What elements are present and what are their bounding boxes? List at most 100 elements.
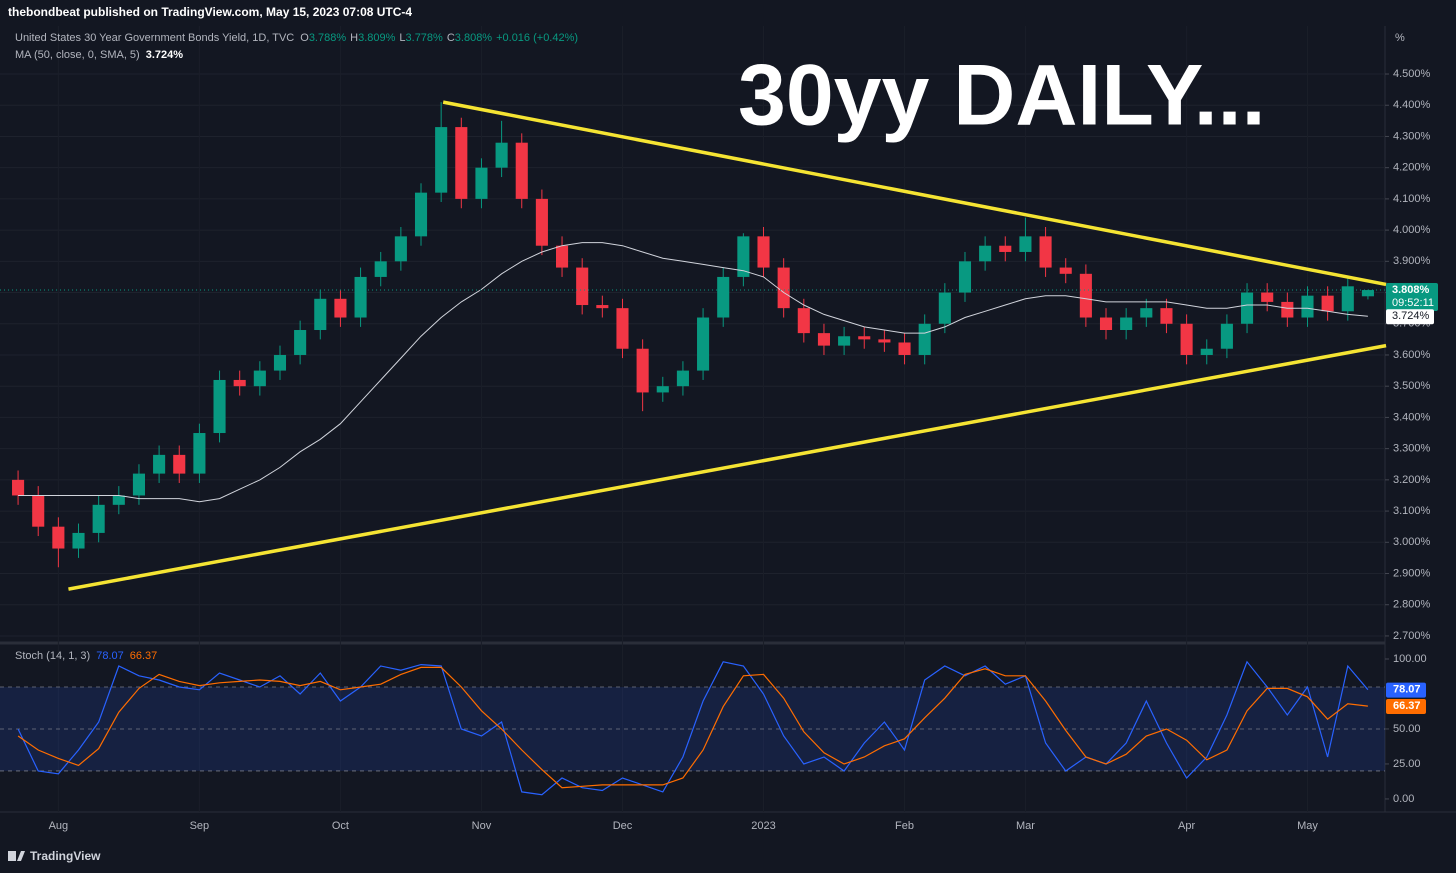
y-tick-label: 4.000% <box>1393 224 1431 236</box>
candle-body <box>72 532 85 549</box>
candle-body <box>1220 323 1233 349</box>
candle-body <box>455 127 468 199</box>
x-tick-label: Apr <box>1178 820 1195 832</box>
candle-body <box>414 192 428 237</box>
candle-body <box>1059 267 1072 274</box>
candle-body <box>737 236 750 277</box>
candle-body <box>797 308 810 334</box>
candle-body <box>757 236 770 268</box>
candle-body <box>576 267 589 306</box>
y-tick-label: 3.900% <box>1393 255 1431 267</box>
x-tick-label: Aug <box>49 820 69 832</box>
y-tick-label: 2.900% <box>1393 567 1431 579</box>
header-bar <box>0 0 1456 26</box>
stoch-line <box>17 666 1368 789</box>
x-tick-label: Dec <box>613 820 633 832</box>
candle-body <box>656 386 669 393</box>
legend-title: United States 30 Year Government Bonds Y… <box>15 32 294 44</box>
candle-body <box>112 495 125 505</box>
candle-body <box>958 261 972 293</box>
candle-body <box>817 333 830 346</box>
legend-value: 3.788% <box>309 32 347 44</box>
candle-body <box>1361 290 1374 297</box>
stoch-title: Stoch (14, 1, 3) <box>15 650 90 662</box>
header: thebondbeat published on TradingView.com… <box>8 5 412 19</box>
x-tick-label: Mar <box>1016 820 1035 832</box>
candle-body <box>616 308 629 349</box>
x-tick-label: Feb <box>895 820 914 832</box>
annotation: 30yy DAILY... <box>738 48 1265 144</box>
candle-body <box>636 348 649 393</box>
candle-body <box>535 198 548 246</box>
candle-body <box>676 370 689 387</box>
candle-body <box>193 433 206 474</box>
y-tick-label: 3.300% <box>1393 443 1431 455</box>
candle-body <box>213 379 226 434</box>
candle-body <box>918 323 931 355</box>
footer: TradingView <box>30 849 101 863</box>
y-tick-label: 25.00 <box>1393 758 1421 770</box>
candle-body <box>233 379 246 387</box>
y-tick-label: 4.300% <box>1393 130 1431 142</box>
last-price-label: 3.808% <box>1392 284 1430 296</box>
candle-body <box>253 370 266 387</box>
candle-body <box>1321 295 1334 312</box>
candle-body <box>173 454 186 474</box>
candle-body <box>1301 295 1314 318</box>
candle-body <box>556 245 569 268</box>
candle-body <box>294 330 307 355</box>
candle-body <box>1160 308 1173 324</box>
candle-body <box>1120 317 1133 331</box>
stoch-legend-value: 66.37 <box>130 650 158 662</box>
legend-key: O <box>300 32 309 44</box>
candle-body <box>153 454 166 474</box>
legend-value: 3.778% <box>406 32 444 44</box>
y-tick-label: 3.100% <box>1393 505 1431 517</box>
trendline <box>442 100 1387 287</box>
x-tick-label: 2023 <box>751 820 775 832</box>
candle-body <box>495 142 508 168</box>
ma-value: 3.724% <box>146 49 184 61</box>
y-unit: % <box>1395 32 1405 44</box>
countdown: 09:52:11 <box>1392 297 1434 309</box>
stoch-last-box <box>1386 699 1426 715</box>
candle-body <box>475 167 488 199</box>
y-tick-label: 4.400% <box>1393 99 1431 111</box>
candle-body <box>858 336 871 340</box>
legend-value: 3.809% <box>358 32 396 44</box>
legend-change: +0.016 (+0.42%) <box>496 32 578 44</box>
candle-body <box>838 336 851 346</box>
candle-body <box>1281 301 1294 318</box>
y-tick-label: 3.200% <box>1393 474 1431 486</box>
candle-body <box>435 127 448 193</box>
candle-body <box>1079 273 1092 318</box>
x-tick-label: Oct <box>332 820 349 832</box>
candle-body <box>1019 236 1032 252</box>
candle-body <box>314 298 327 331</box>
candle-body <box>999 245 1012 252</box>
candle-body <box>32 495 45 527</box>
tradingview-logo <box>8 851 25 861</box>
legend-key: L <box>399 32 405 44</box>
candle-body <box>1261 292 1274 302</box>
candle-body <box>596 305 609 309</box>
y-tick-label: 2.800% <box>1393 599 1431 611</box>
y-tick-label: 100.00 <box>1393 653 1427 665</box>
ma-legend: MA (50, close, 0, SMA, 5) 3.724% <box>15 49 183 61</box>
legend-value: 3.808% <box>455 32 493 44</box>
candle-body <box>878 339 891 343</box>
candle-body <box>354 276 367 318</box>
legend-key: C <box>447 32 455 44</box>
y-tick-label: 4.200% <box>1393 162 1431 174</box>
y-tick-label: 3.000% <box>1393 536 1431 548</box>
y-tick-label: 4.100% <box>1393 193 1431 205</box>
candle-body <box>1180 323 1193 355</box>
y-tick-label: 4.500% <box>1393 68 1431 80</box>
candle-body <box>938 292 951 324</box>
last-price-box <box>1386 283 1438 312</box>
candle-body <box>394 236 407 262</box>
ma-name: MA (50, close, 0, SMA, 5) <box>15 49 140 61</box>
